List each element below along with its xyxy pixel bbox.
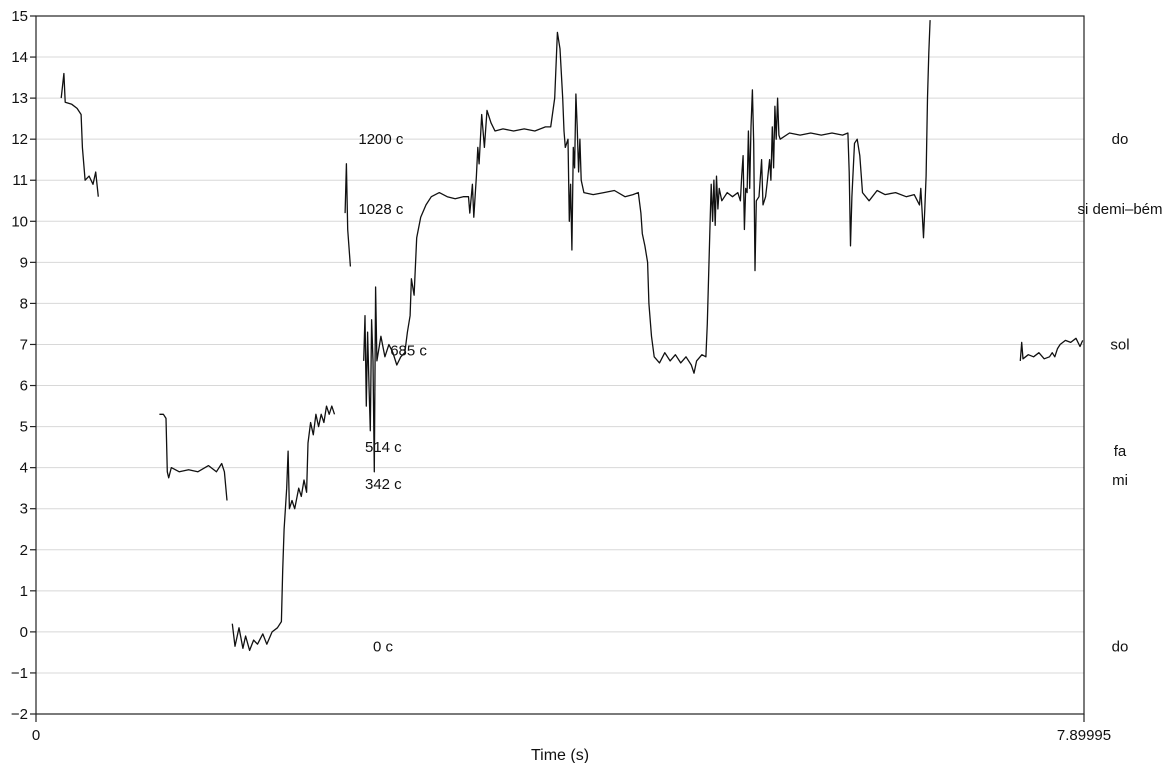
cent-annotations: 1200 c 1028 c 685 c 514 c 342 c 0 c [358,131,427,655]
cent-annotation: 0 c [373,638,394,655]
y-tick-label: 11 [12,172,28,189]
pitch-segment-5 [363,20,931,473]
y-tick-label: 5 [20,419,28,436]
y-tick-label: −2 [11,706,28,723]
cent-annotation: 685 c [390,343,427,360]
x-tick-label-start: 0 [32,727,40,744]
y-tick-label: 13 [11,90,28,107]
note-label: fa [1114,443,1127,460]
note-labels: do si demi–bém sol fa mi do [1077,131,1162,655]
y-tick-label: 3 [20,501,28,518]
y-tick-label: 7 [20,336,28,353]
y-tick-label: 15 [11,8,28,25]
cent-annotation: 1028 c [358,201,404,218]
y-tick-label: 6 [20,378,28,395]
y-tick-label: 2 [20,542,28,559]
y-tick-label: −1 [11,665,28,682]
pitch-segment-6 [1019,337,1084,361]
pitch-segment-4 [344,163,352,267]
cent-annotation: 514 c [365,439,402,456]
note-label: sol [1110,336,1129,353]
plot-frame [35,15,1085,715]
pitch-segment-1 [60,72,99,197]
note-label: mi [1112,472,1128,489]
note-label: si demi–bém [1077,201,1162,218]
pitch-series [60,20,1084,652]
y-tick-label: 9 [20,254,28,271]
y-tick-label: 0 [20,624,28,641]
cent-annotation: 1200 c [358,131,404,148]
x-axis: 0 7.89995 Time (s) [32,714,1111,763]
x-axis-label: Time (s) [531,747,589,763]
y-tick-label: 8 [20,295,28,312]
y-tick-label: 10 [11,213,28,230]
cent-annotation: 342 c [365,476,402,493]
pitch-segment-2 [159,413,228,501]
note-label: do [1112,131,1129,148]
note-label: do [1112,638,1129,655]
pitch-segment-3 [231,405,336,652]
y-tick-label: 12 [11,131,28,148]
y-tick-label: 1 [20,583,28,600]
y-tick-label: 14 [11,49,28,66]
x-tick-label-end: 7.89995 [1057,727,1111,744]
y-tick-label: 4 [20,460,28,477]
